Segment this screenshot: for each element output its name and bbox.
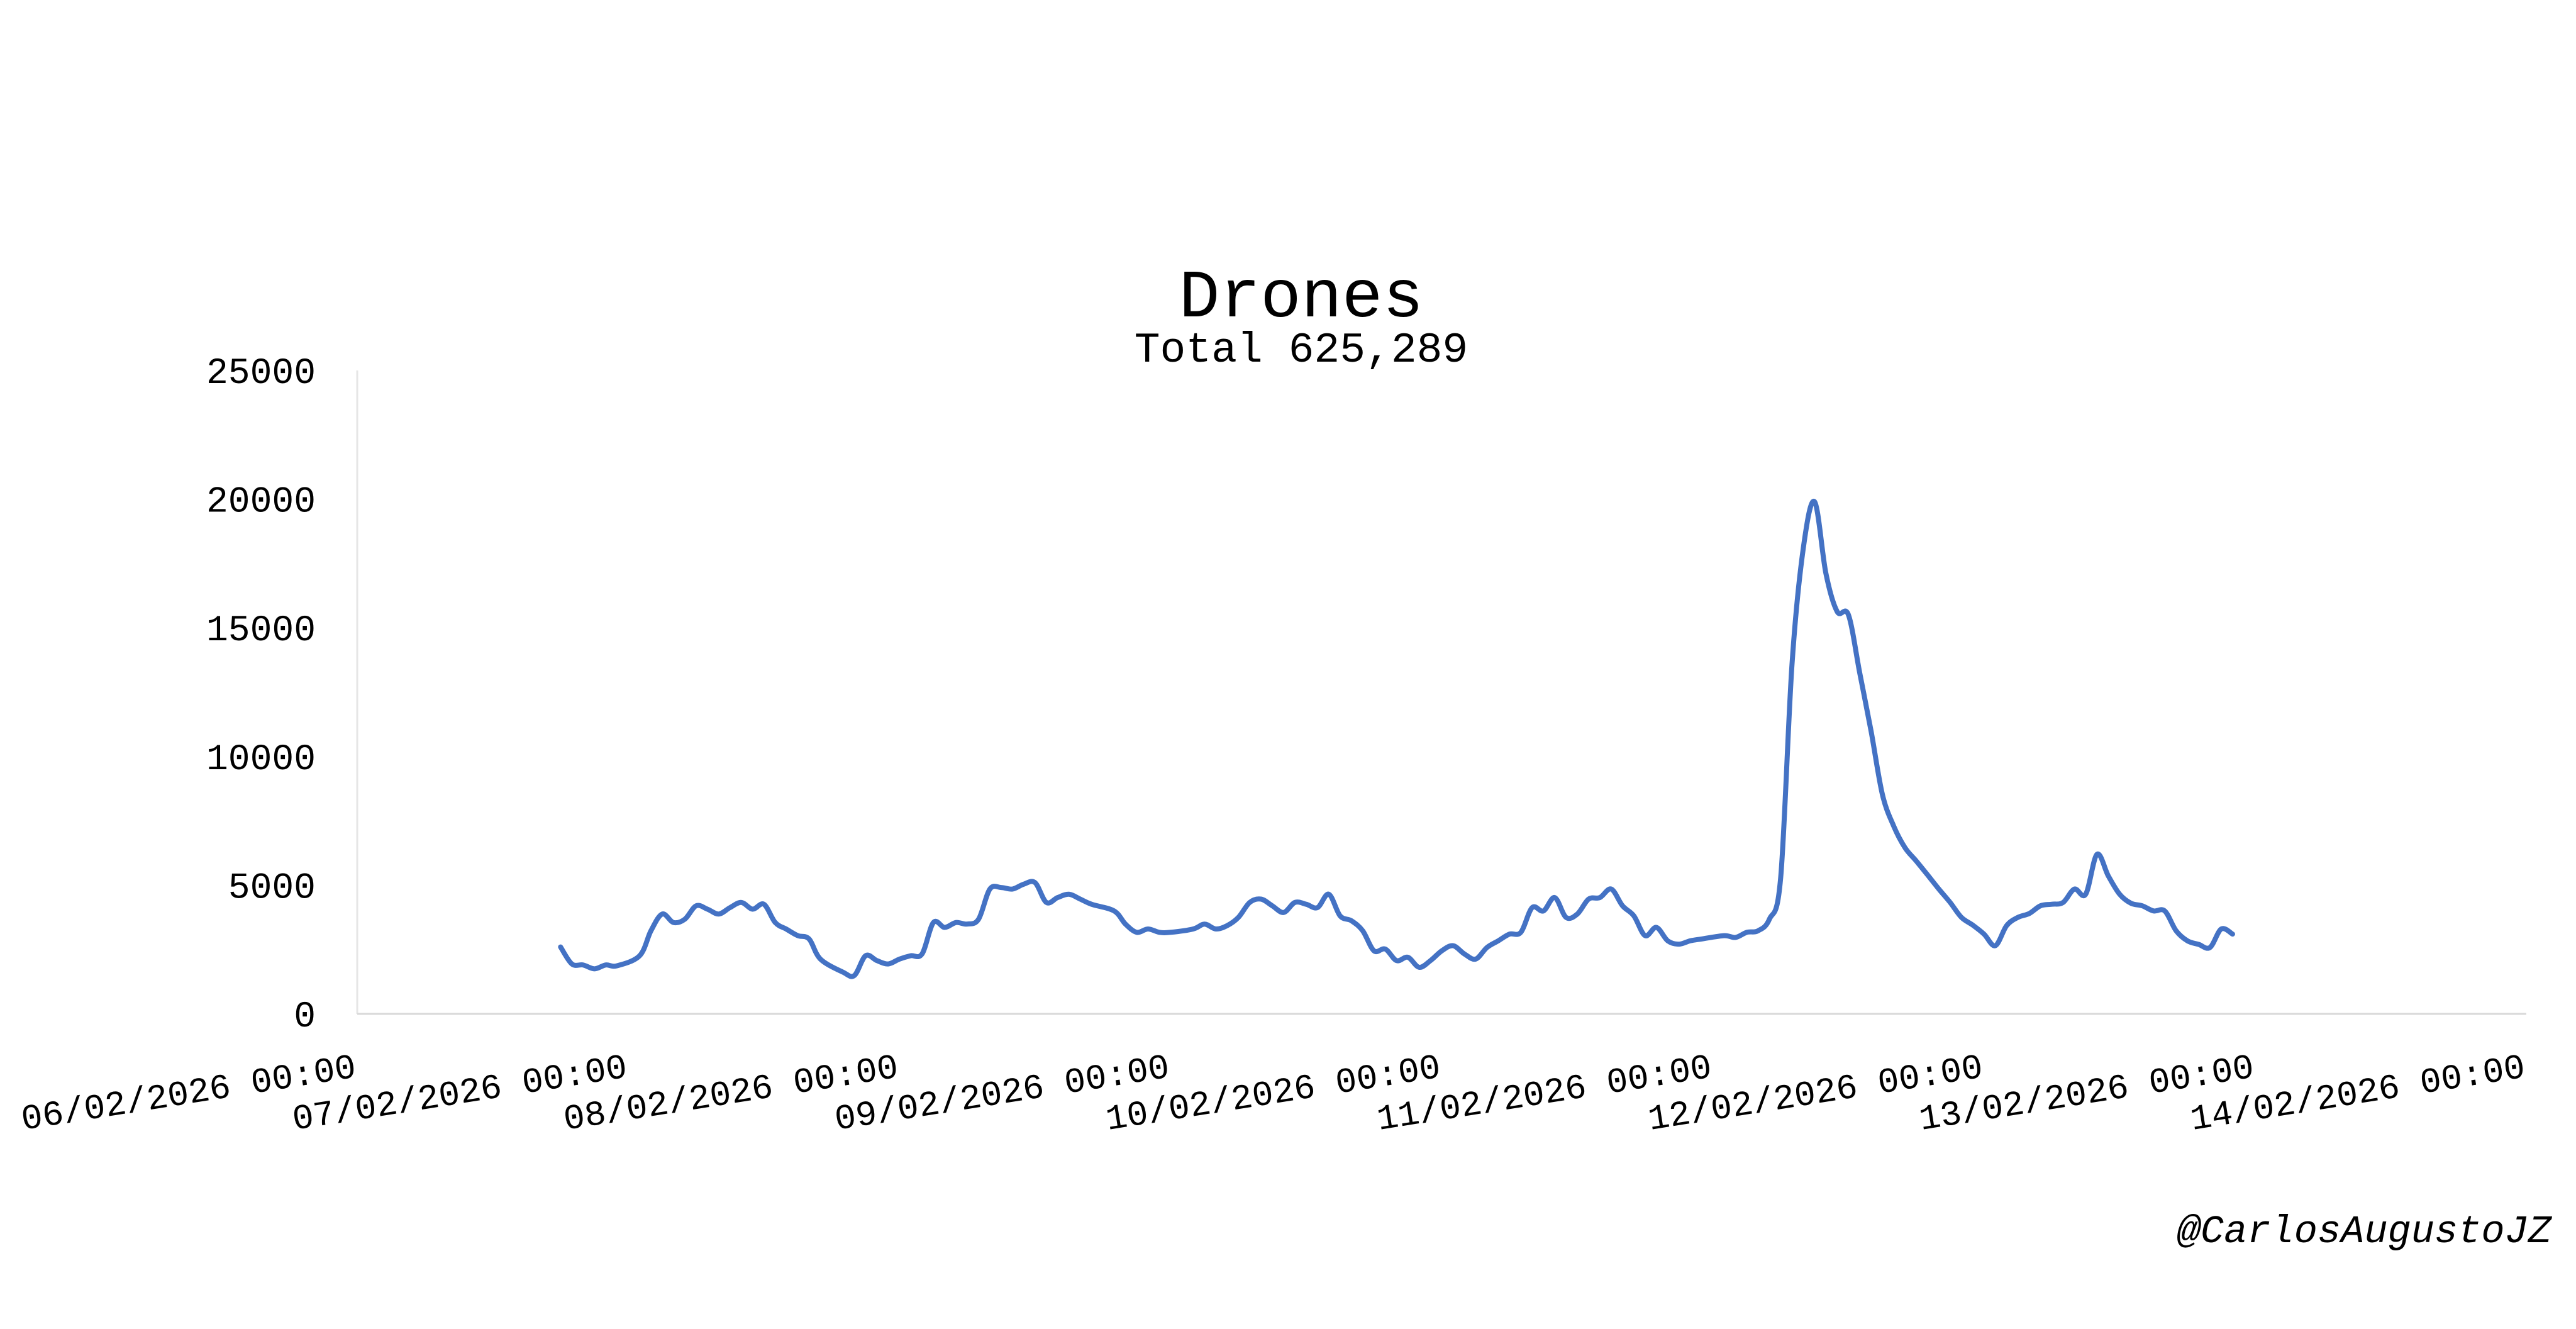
- watermark: @CarlosAugustoJZ: [2177, 1209, 2553, 1254]
- y-tick-label: 5000: [228, 868, 316, 909]
- y-tick-label: 20000: [206, 482, 316, 523]
- series-line: [558, 498, 2235, 979]
- y-tick-label: 15000: [206, 611, 316, 652]
- y-tick-labels: 0 5000 10000 15000 20000 25000: [206, 353, 316, 1038]
- chart-title: Drones: [1179, 260, 1424, 337]
- chart-subtitle: Total 625,289: [1135, 326, 1468, 375]
- y-tick-label: 0: [294, 997, 316, 1038]
- y-tick-label: 10000: [206, 740, 316, 781]
- y-tick-label: 25000: [206, 353, 316, 394]
